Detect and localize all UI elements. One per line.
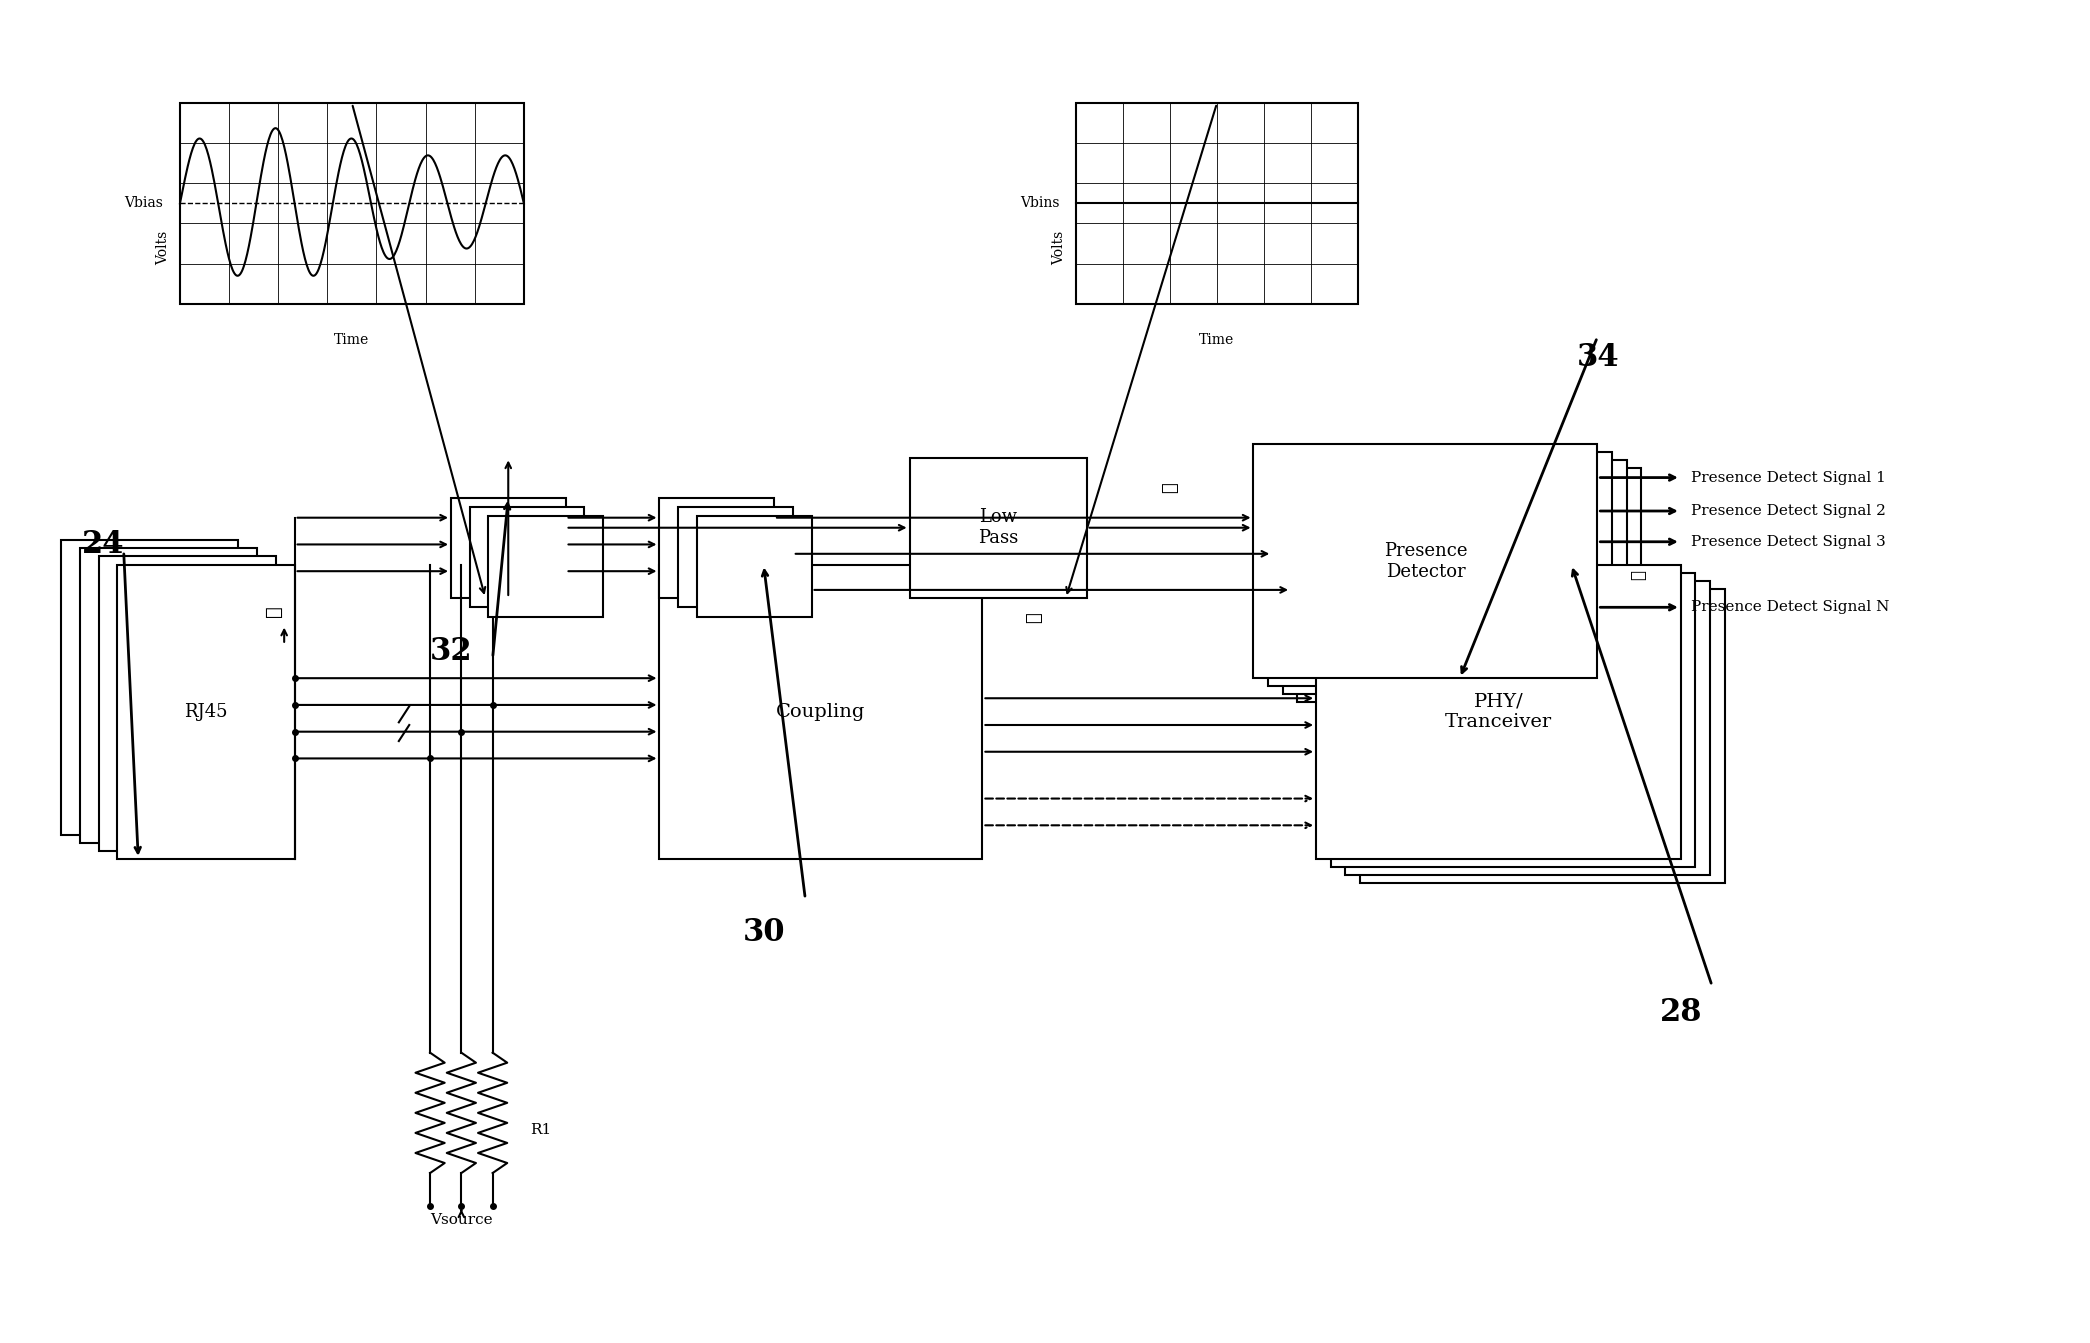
FancyBboxPatch shape bbox=[79, 548, 257, 842]
FancyBboxPatch shape bbox=[1076, 103, 1359, 304]
Text: Low
Pass: Low Pass bbox=[978, 508, 1018, 547]
Text: Presence Detect Signal 1: Presence Detect Signal 1 bbox=[1691, 470, 1885, 485]
Text: Volts: Volts bbox=[157, 231, 169, 265]
Text: ⋯: ⋯ bbox=[265, 606, 282, 618]
Text: Vbias: Vbias bbox=[125, 196, 163, 211]
FancyBboxPatch shape bbox=[1331, 572, 1695, 866]
Text: Presence
Detector: Presence Detector bbox=[1384, 541, 1467, 580]
FancyBboxPatch shape bbox=[677, 508, 792, 607]
FancyBboxPatch shape bbox=[1269, 453, 1611, 686]
FancyBboxPatch shape bbox=[180, 103, 525, 304]
FancyBboxPatch shape bbox=[1283, 461, 1626, 694]
Text: Vsource: Vsource bbox=[431, 1213, 493, 1226]
Text: ⋯: ⋯ bbox=[1026, 612, 1043, 623]
Text: ⋯: ⋯ bbox=[1162, 482, 1179, 493]
Text: Presence Detect Signal N: Presence Detect Signal N bbox=[1691, 600, 1889, 614]
Text: 24: 24 bbox=[82, 529, 125, 560]
Text: RJ45: RJ45 bbox=[184, 702, 228, 721]
FancyBboxPatch shape bbox=[1317, 564, 1680, 858]
Text: 32: 32 bbox=[431, 637, 472, 667]
FancyBboxPatch shape bbox=[696, 516, 811, 616]
Text: Vbins: Vbins bbox=[1020, 196, 1060, 211]
FancyBboxPatch shape bbox=[470, 508, 585, 607]
Text: 34: 34 bbox=[1576, 341, 1620, 373]
FancyBboxPatch shape bbox=[98, 556, 276, 850]
FancyBboxPatch shape bbox=[451, 498, 566, 598]
FancyBboxPatch shape bbox=[658, 498, 773, 598]
FancyBboxPatch shape bbox=[489, 516, 604, 616]
Text: ⋯: ⋯ bbox=[1630, 569, 1647, 580]
Text: Presence Detect Signal 2: Presence Detect Signal 2 bbox=[1691, 504, 1885, 518]
Text: Time: Time bbox=[1200, 333, 1235, 346]
Text: R1: R1 bbox=[531, 1123, 552, 1136]
FancyBboxPatch shape bbox=[1298, 469, 1641, 702]
FancyBboxPatch shape bbox=[658, 564, 982, 858]
FancyBboxPatch shape bbox=[117, 564, 295, 858]
Text: 28: 28 bbox=[1659, 997, 1703, 1027]
FancyBboxPatch shape bbox=[909, 458, 1087, 598]
Text: Coupling: Coupling bbox=[775, 702, 865, 721]
Text: Time: Time bbox=[334, 333, 370, 346]
FancyBboxPatch shape bbox=[61, 540, 238, 834]
FancyBboxPatch shape bbox=[1346, 580, 1710, 874]
FancyBboxPatch shape bbox=[1361, 588, 1724, 882]
Text: 30: 30 bbox=[742, 917, 786, 948]
Text: Volts: Volts bbox=[1053, 231, 1066, 265]
FancyBboxPatch shape bbox=[1254, 445, 1597, 678]
Text: Presence Detect Signal 3: Presence Detect Signal 3 bbox=[1691, 535, 1885, 549]
Text: PHY/
Tranceiver: PHY/ Tranceiver bbox=[1444, 692, 1553, 731]
